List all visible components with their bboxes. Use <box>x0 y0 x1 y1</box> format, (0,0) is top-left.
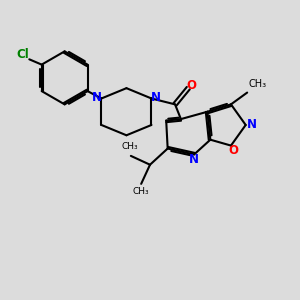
Text: N: N <box>92 91 102 104</box>
Text: CH₃: CH₃ <box>133 188 149 196</box>
Text: N: N <box>151 91 161 104</box>
Text: CH₃: CH₃ <box>249 79 267 89</box>
Text: O: O <box>228 144 238 158</box>
Text: N: N <box>189 153 199 166</box>
Text: Cl: Cl <box>16 48 29 62</box>
Text: N: N <box>247 118 256 131</box>
Text: CH₃: CH₃ <box>121 142 138 152</box>
Text: O: O <box>187 79 197 92</box>
